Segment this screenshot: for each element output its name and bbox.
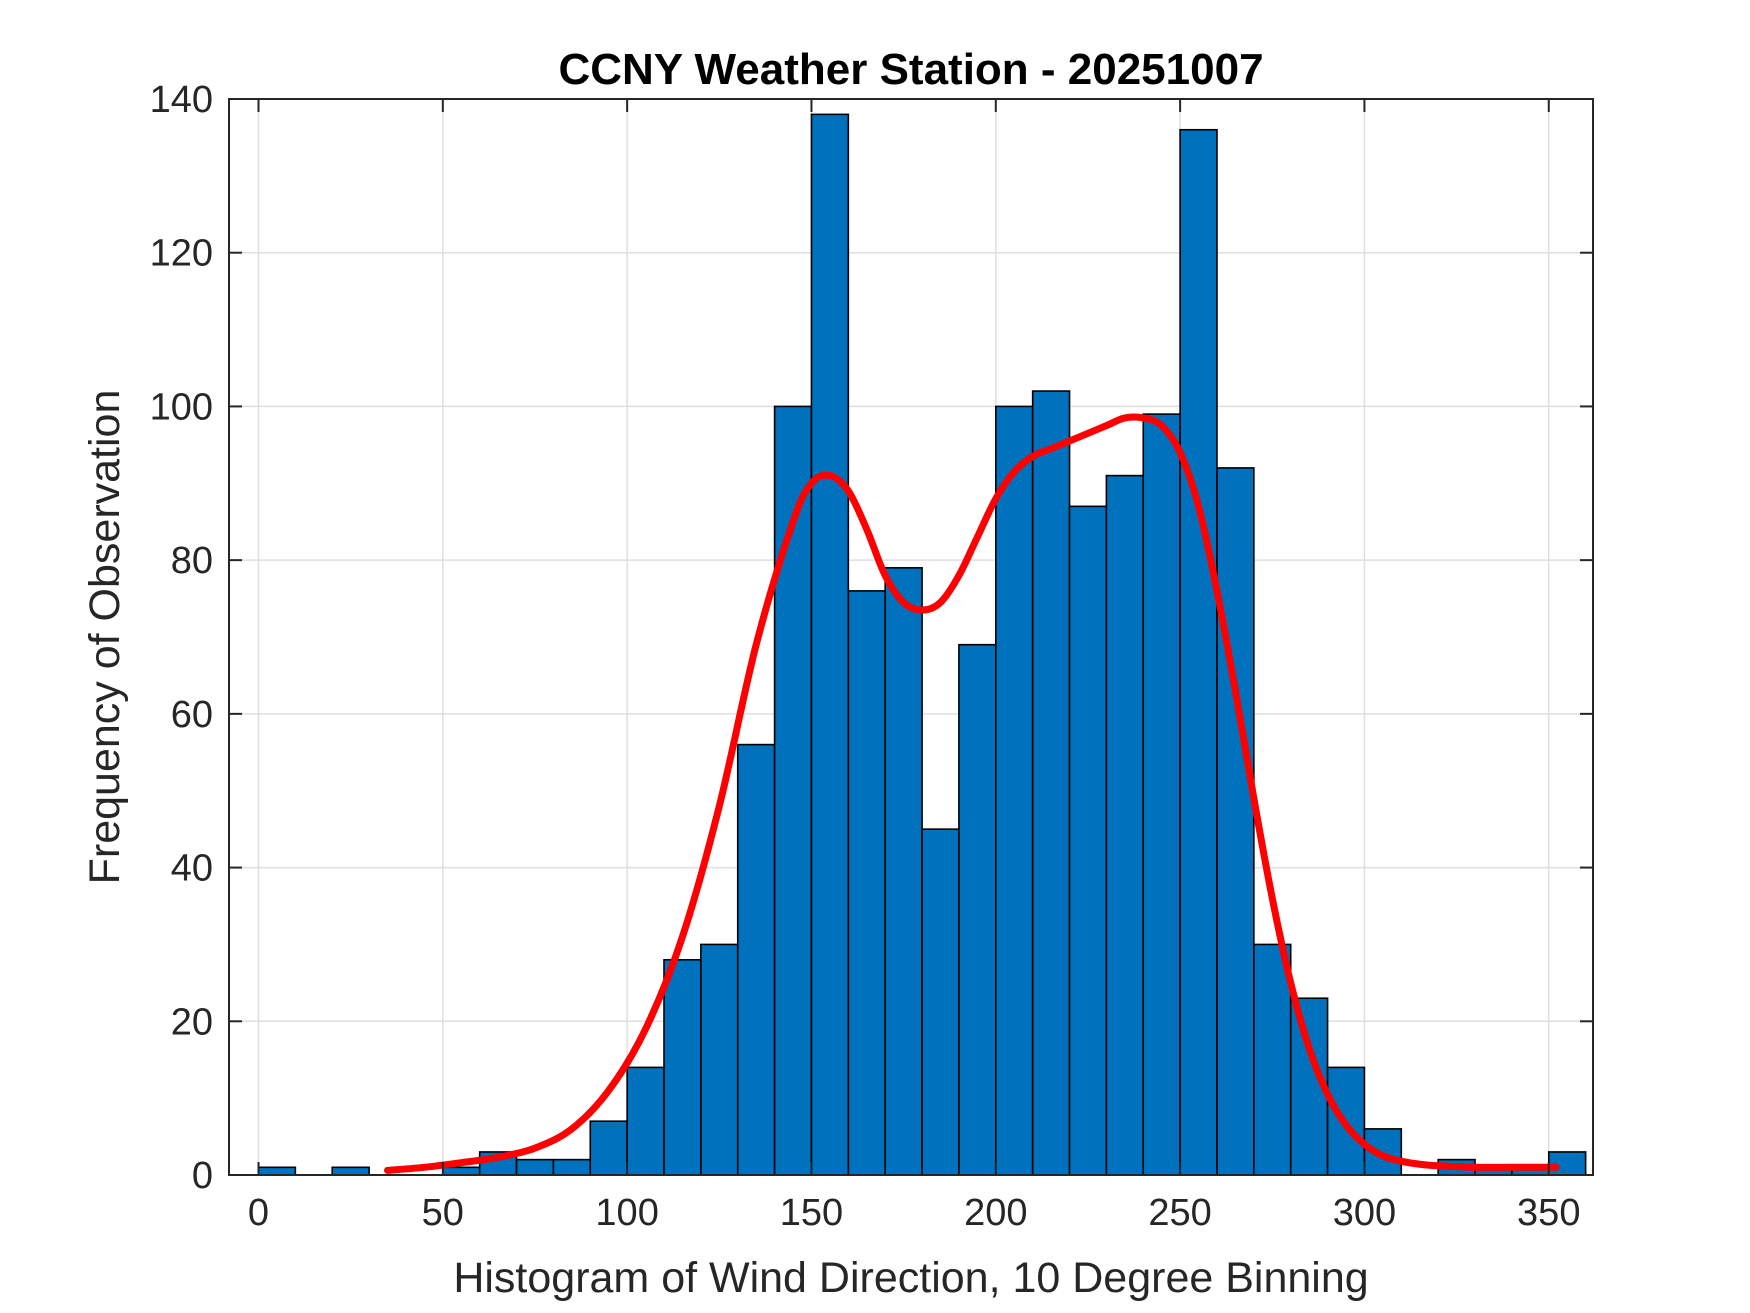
- histogram-bars: [257, 113, 1587, 1176]
- histogram-bar: [810, 113, 850, 1176]
- y-tick-label: 80: [171, 540, 213, 582]
- histogram-bar: [626, 1066, 665, 1176]
- histogram-bar: [331, 1166, 370, 1176]
- tick-labels: 0 50 100 150 200 250 300 350 0 20 40 60 80 100 120 140: [150, 79, 1581, 1234]
- chart-title: CCNY Weather Station - 20251007: [558, 45, 1263, 94]
- x-axis-label: Histogram of Wind Direction, 10 Degree B…: [453, 1254, 1368, 1302]
- y-tick-label: 100: [150, 386, 213, 428]
- y-tick-label: 0: [192, 1155, 213, 1197]
- histogram-bar: [958, 643, 997, 1176]
- histogram-bar: [994, 405, 1034, 1176]
- histogram-bar: [847, 590, 886, 1176]
- axes-frame: [228, 98, 1594, 1176]
- y-tick-label: 140: [150, 79, 213, 121]
- x-tick-label: 50: [422, 1192, 464, 1234]
- histogram-bar: [663, 958, 702, 1176]
- x-tick-label: 0: [248, 1192, 269, 1234]
- histogram-bar: [921, 828, 960, 1176]
- x-tick-label: 350: [1517, 1192, 1580, 1234]
- histogram-bar: [552, 1158, 592, 1176]
- histogram-bar: [515, 1158, 555, 1176]
- x-tick-label: 150: [780, 1192, 843, 1234]
- x-tick-label: 200: [964, 1192, 1027, 1234]
- x-tick-label: 250: [1148, 1192, 1211, 1234]
- fit-curve-layer: [384, 413, 1560, 1174]
- y-tick-label: 40: [171, 848, 213, 890]
- y-tick-label: 20: [171, 1001, 213, 1043]
- histogram-bar: [1142, 413, 1181, 1176]
- histogram-bar: [589, 1120, 628, 1176]
- fit-curve-line: [384, 413, 1560, 1174]
- y-tick-label: 120: [150, 233, 213, 275]
- histogram-bar: [442, 1166, 481, 1176]
- histogram-bar: [1068, 505, 1108, 1176]
- histogram-bar: [773, 405, 813, 1176]
- histogram-bar: [1105, 474, 1145, 1176]
- histogram-bar: [1216, 467, 1255, 1176]
- y-tick-label: 60: [171, 694, 213, 736]
- axes-box: [228, 98, 1594, 1176]
- histogram-bar: [1031, 390, 1071, 1176]
- histogram-bar: [736, 743, 776, 1176]
- x-tick-label: 100: [595, 1192, 658, 1234]
- histogram-bar: [1179, 128, 1218, 1176]
- histogram-bar: [1253, 943, 1292, 1176]
- histogram-bar: [700, 943, 739, 1176]
- histogram-bar: [1547, 1151, 1587, 1176]
- x-tick-label: 300: [1333, 1192, 1396, 1234]
- y-axis-label: Frequency of Observation: [81, 390, 129, 885]
- histogram-bar: [257, 1166, 297, 1176]
- histogram-bar: [884, 567, 923, 1176]
